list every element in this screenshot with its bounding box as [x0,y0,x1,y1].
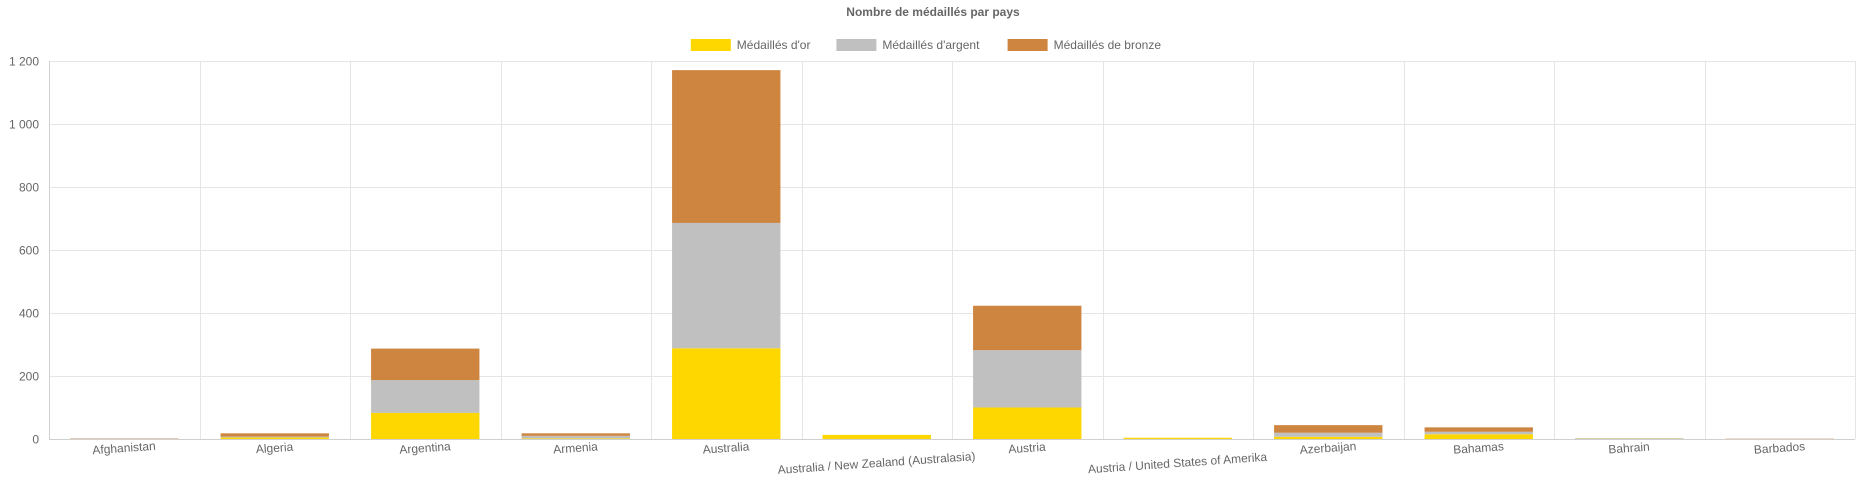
bar-segment [220,436,329,438]
bar-segment [1274,432,1383,437]
legend: Médaillés d'or Médaillés d'argent Médaillé… [690,38,1162,52]
bar-segment [521,433,630,436]
x-tick-label: Barbados [1753,439,1805,457]
x-tick-label: Azerbaijan [1299,439,1357,457]
x-tick-label: Austria / United States of Amerika [1088,450,1268,477]
bar-segment [1424,431,1533,435]
x-tick-label: Afghanistan [92,439,156,457]
grid [49,61,1856,440]
bar-segment [371,412,480,439]
bar-segment [973,305,1082,351]
x-tick-label: Austria [1008,440,1047,457]
bar-segment [672,70,781,223]
bar-segment [371,348,480,381]
y-axis: 0 200 400 600 800 1 000 1 200 [9,55,39,447]
bar-segment [1274,425,1383,433]
legend-item[interactable]: Médaillés d'or [690,38,811,52]
legend-item[interactable]: Médaillés d'argent [836,38,980,52]
legend-item[interactable]: Médaillés de bronze [1007,38,1162,52]
bar-segment [1424,434,1533,439]
y-tick-label: 1 000 [9,118,39,132]
bar-segment [371,380,480,413]
legend-swatch [690,39,731,51]
y-tick-label: 1 200 [9,55,39,69]
bar-segment [1123,437,1232,439]
y-tick-label: 0 [32,433,39,447]
bar-segment [220,437,329,439]
bar-segment [1424,427,1533,432]
x-tick-label: Australia / New Zealand (Australasia) [777,449,976,477]
legend-label: Médaillés d'or [737,38,811,52]
legend-label: Médaillés d'argent [882,38,980,52]
bars [70,70,1834,439]
bar-segment [521,435,630,439]
legend-swatch [836,39,877,51]
y-tick-label: 800 [19,181,39,195]
bar-segment [822,434,931,439]
legend-label: Médaillés de bronze [1054,38,1162,52]
x-tick-label: Bahrain [1608,440,1650,457]
x-tick-label: Armenia [553,439,599,456]
y-tick-label: 400 [19,307,39,321]
bar-segment [672,348,781,439]
bar-segment [973,350,1082,408]
x-tick-label: Australia [702,439,750,456]
x-tick-label: Argentina [399,439,452,457]
chart-title: Nombre de médaillés par pays [846,5,1020,19]
bar-segment [973,407,1082,439]
legend-swatch [1007,39,1048,51]
bar-segment [672,222,781,349]
y-tick-label: 600 [19,244,39,258]
bar-segment [1575,438,1684,439]
bar-segment [220,433,329,437]
x-tick-label: Bahamas [1453,439,1505,457]
y-tick-label: 200 [19,370,39,384]
bar-segment [1274,436,1383,439]
bar-segment [521,438,630,439]
x-tick-label: Algeria [255,440,294,457]
x-axis: Afghanistan Algeria Argentina Armenia Austra… [92,439,1806,477]
